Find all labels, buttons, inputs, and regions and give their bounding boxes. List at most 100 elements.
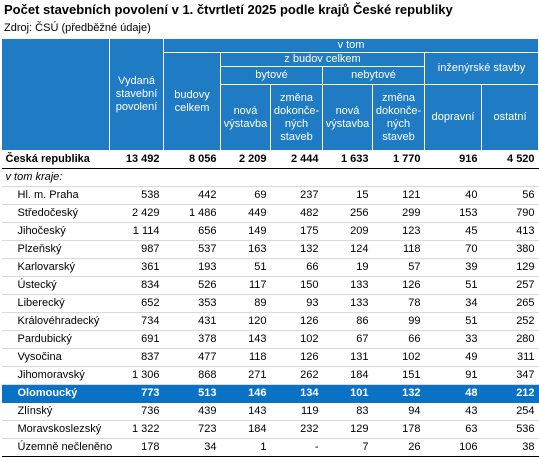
table-row: Jihomoravský 1 306 868 271 262 184 151 91 347 (1, 366, 539, 385)
header-dopravni: dopravní (424, 84, 482, 151)
header-region (1, 38, 110, 151)
table-cell: 63 (424, 420, 482, 439)
table-cell: 271 (220, 366, 271, 385)
total-cell: 1 633 (322, 150, 373, 169)
table-cell: 132 (270, 240, 323, 259)
table-row: Pardubický 691 378 143 102 67 66 33 280 (1, 330, 539, 349)
header-nova-2: nová výstavba (322, 84, 373, 151)
table-cell: 380 (481, 240, 539, 259)
table-cell: 449 (220, 204, 271, 223)
header-nebytove: nebytové (322, 66, 425, 85)
table-row: Hl. m. Praha 538 442 69 237 15 121 40 56 (1, 186, 539, 205)
table-cell: 232 (270, 420, 323, 439)
table-cell: 143 (220, 330, 271, 349)
table-cell: 67 (322, 330, 373, 349)
table-cell: 57 (372, 258, 425, 277)
region-name: Ústecký (1, 276, 110, 295)
table-cell: 33 (424, 330, 482, 349)
table-cell: 175 (270, 222, 323, 241)
table-cell: 131 (322, 348, 373, 367)
table-cell: 252 (481, 312, 539, 331)
table-cell: 151 (372, 366, 425, 385)
table-cell: 70 (424, 240, 482, 259)
table-cell: 178 (372, 420, 425, 439)
table-row: Ústecký 834 526 117 150 133 126 51 257 (1, 276, 539, 295)
table-cell: 150 (270, 276, 323, 295)
table-cell: 146 (220, 384, 271, 403)
table-cell: 39 (424, 258, 482, 277)
table-cell: 26 (372, 438, 425, 457)
table-row: Územně nečleněno 178 34 1-7 26 106 38 (1, 438, 539, 457)
table-cell: 413 (481, 222, 539, 241)
header-ostatni: ostatní (480, 84, 539, 151)
table-cell: 126 (270, 348, 323, 367)
header-bytove: bytové (220, 66, 323, 85)
region-name: Zlínský (1, 402, 110, 421)
total-cell: 4 520 (481, 150, 539, 169)
table-cell: 78 (372, 294, 425, 313)
table-cell: 1 486 (163, 204, 221, 223)
table-cell: 513 (163, 384, 221, 403)
table-cell: 51 (220, 258, 271, 277)
table-cell: 987 (109, 240, 164, 259)
region-name: Středočeský (1, 204, 110, 223)
table-cell: 120 (220, 312, 271, 331)
table-cell: 153 (424, 204, 482, 223)
table-cell: 723 (163, 420, 221, 439)
table-cell: 526 (163, 276, 221, 295)
table-cell: 133 (322, 294, 373, 313)
total-cell: 1 770 (372, 150, 425, 169)
table-cell: 1 322 (109, 420, 164, 439)
table-cell: 69 (220, 186, 271, 205)
table-cell: 257 (481, 276, 539, 295)
table-cell: 262 (270, 366, 323, 385)
region-name: Jihomoravský (1, 366, 110, 385)
table-cell: 7 (322, 438, 373, 457)
header-zmena-2: změna dokonče-ných staveb (372, 84, 425, 151)
table-cell: 43 (424, 402, 482, 421)
table-cell: 129 (481, 258, 539, 277)
table-cell: 868 (163, 366, 221, 385)
table-cell: 86 (322, 312, 373, 331)
header-ing: inženýrské stavby (423, 52, 539, 85)
region-name: Moravskoslezský (1, 420, 110, 439)
table-cell: 656 (163, 222, 221, 241)
table-cell: 132 (372, 384, 425, 403)
table-cell: 143 (220, 402, 271, 421)
table-row: Královéhradecký 734 431 120 126 86 99 51 252 (1, 312, 539, 331)
table-row-subheader: v tom kraje: (1, 168, 539, 187)
table-cell: 83 (322, 402, 373, 421)
table-cell: 652 (109, 294, 164, 313)
table-cell: 773 (109, 384, 164, 403)
source-note: Zdroj: ČSÚ (předběžné údaje) (4, 22, 151, 34)
table-cell: 834 (109, 276, 164, 295)
table-row-total: Česká republika 13 492 8 056 2 209 2 444… (1, 150, 539, 169)
table-cell: 361 (109, 258, 164, 277)
table-cell: 193 (163, 258, 221, 277)
table-cell: 89 (220, 294, 271, 313)
table-row: Karlovarský 361 193 51 66 19 57 39 129 (1, 258, 539, 277)
table-cell: 837 (109, 348, 164, 367)
region-name: Hl. m. Praha (1, 186, 110, 205)
table-cell: 212 (481, 384, 539, 403)
table-cell: 439 (163, 402, 221, 421)
table-cell: 94 (372, 402, 425, 421)
total-cell: 13 492 (109, 150, 164, 169)
table-cell: 299 (372, 204, 425, 223)
table-cell: 431 (163, 312, 221, 331)
table-cell: 265 (481, 294, 539, 313)
table-row: Moravskoslezský 1 322 723 184 232 129 178 63 536 (1, 420, 539, 439)
total-cell: 8 056 (163, 150, 221, 169)
table-cell: 536 (481, 420, 539, 439)
total-cell: 2 209 (220, 150, 271, 169)
table-cell: 347 (481, 366, 539, 385)
table-cell: 102 (372, 348, 425, 367)
permits-table: Vydaná stavební povolení v tom budovy ce… (1, 38, 539, 457)
table-cell: 123 (372, 222, 425, 241)
table-cell: 102 (270, 330, 323, 349)
header-nova-1: nová výstavba (220, 84, 271, 151)
table-cell: 311 (481, 348, 539, 367)
table-cell: 119 (270, 402, 323, 421)
table-cell: 106 (424, 438, 482, 457)
table-cell: 126 (372, 276, 425, 295)
